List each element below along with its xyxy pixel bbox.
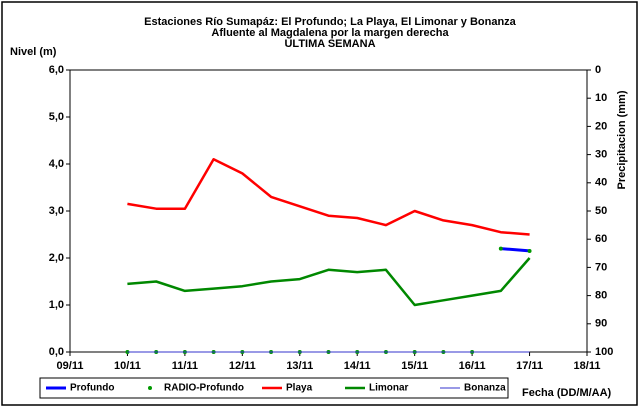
- y-tick-label: 5,0: [49, 111, 64, 123]
- legend-label: Profundo: [70, 383, 114, 394]
- y-tick-label: 2,0: [49, 252, 64, 264]
- chart-subtitle: Afluente al Magdalena por la margen dere…: [211, 27, 449, 39]
- legend-label: RADIO-Profundo: [164, 383, 244, 394]
- x-axis-label: Fecha (DD/M/AA): [522, 387, 612, 399]
- y2-tick-label: 40: [595, 177, 607, 189]
- x-tick-label: 18/11: [574, 360, 601, 372]
- x-tick-label: 16/11: [459, 360, 486, 372]
- x-tick-label: 14/11: [344, 360, 371, 372]
- y2-tick-label: 10: [595, 92, 607, 104]
- y-tick-label: 6,0: [49, 64, 64, 76]
- y2-tick-label: 60: [595, 233, 607, 245]
- chart-title: Estaciones Río Sumapáz: El Profundo; La …: [144, 16, 517, 28]
- x-tick-label: 17/11: [516, 360, 543, 372]
- y2-tick-label: 30: [595, 149, 607, 161]
- series-line: [500, 247, 530, 253]
- series-line: [127, 158, 530, 236]
- y2-tick-label: 70: [595, 261, 607, 273]
- x-tick-label: 09/11: [57, 360, 84, 372]
- y2-tick-label: 0: [595, 64, 601, 76]
- legend-label: Playa: [286, 383, 313, 394]
- legend-label: Bonanza: [464, 383, 506, 394]
- y2-tick-label: 80: [595, 290, 607, 302]
- x-tick-label: 11/11: [172, 360, 198, 372]
- y2-tick-label: 20: [595, 120, 607, 132]
- x-tick-label: 13/11: [286, 360, 313, 372]
- y-tick-label: 4,0: [49, 158, 64, 170]
- x-tick-label: 10/11: [114, 360, 141, 372]
- x-tick-label: 12/11: [229, 360, 256, 372]
- y-tick-label: 1,0: [49, 299, 64, 311]
- legend-swatch: [148, 386, 152, 390]
- y2-tick-label: 90: [595, 318, 607, 330]
- y-tick-label: 3,0: [49, 205, 64, 217]
- x-tick-label: 15/11: [401, 360, 428, 372]
- series-line: [127, 257, 531, 307]
- chart-subtitle: ULTIMA SEMANA: [284, 38, 375, 50]
- y-axis-label: Nivel (m): [10, 46, 57, 58]
- legend-label: Limonar: [369, 383, 409, 394]
- y2-axis-label: Precipitacion (mm): [616, 90, 628, 189]
- data-point: [527, 248, 532, 253]
- y2-tick-label: 50: [595, 205, 607, 217]
- y2-tick-label: 100: [595, 346, 613, 358]
- data-point: [498, 246, 503, 251]
- y-tick-label: 0,0: [49, 346, 64, 358]
